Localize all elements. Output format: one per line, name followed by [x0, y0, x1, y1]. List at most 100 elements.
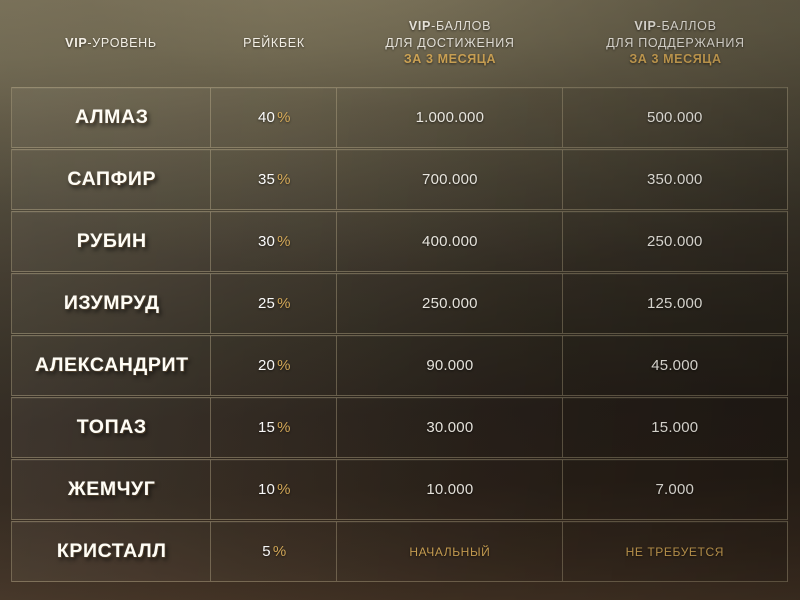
points-to-reach-value: 400.000 — [422, 233, 478, 250]
table-row[interactable]: САПФИР 35% 700.000 350.000 — [11, 149, 788, 210]
table-row[interactable]: ИЗУМРУД 25% 250.000 125.000 — [11, 273, 788, 334]
rakeback-value: 5% — [262, 543, 286, 560]
points-to-keep-value: 125.000 — [646, 295, 703, 312]
cell-points-to-keep: 250.000 — [561, 212, 787, 271]
rakeback-number: 25 — [258, 295, 276, 312]
tier-label: РУБИН — [76, 230, 147, 252]
column-header-points-keep-rest: -БАЛЛОВ — [656, 19, 717, 34]
cell-points-to-keep: 15.000 — [561, 398, 787, 457]
column-header-points-reach-bold: VIP — [408, 19, 432, 34]
percent-icon: % — [277, 419, 291, 436]
table-row[interactable]: КРИСТАЛЛ 5% НАЧАЛЬНЫЙ НЕ ТРЕБУЕТСЯ — [11, 521, 788, 582]
column-header-points-to-reach: VIP-БАЛЛОВ ДЛЯ ДОСТИЖЕНИЯ ЗА 3 МЕСЯЦА — [337, 18, 563, 68]
points-to-keep-value: 15.000 — [651, 419, 699, 436]
points-to-reach-value: 30.000 — [426, 419, 474, 436]
points-to-reach-value: 1.000.000 — [415, 109, 485, 126]
cell-rakeback: 40% — [210, 88, 337, 147]
cell-points-to-keep: 350.000 — [561, 150, 787, 209]
table-row[interactable]: ЖЕМЧУГ 10% 10.000 7.000 — [11, 459, 788, 520]
percent-icon: % — [277, 171, 291, 188]
rakeback-value: 30% — [258, 233, 291, 250]
cell-rakeback: 30% — [210, 212, 337, 271]
column-header-points-reach-period: ЗА 3 МЕСЯЦА — [403, 52, 497, 67]
rakeback-number: 10 — [258, 481, 276, 498]
points-to-keep-value: 500.000 — [646, 109, 703, 126]
cell-points-to-keep: 500.000 — [561, 88, 787, 147]
cell-points-to-keep: 45.000 — [561, 336, 787, 395]
points-to-reach-value: НАЧАЛЬНЫЙ — [409, 544, 491, 559]
tier-label: АЛЕКСАНДРИТ — [34, 354, 189, 376]
table-body: АЛМАЗ 40% 1.000.000 500.000 САПФИР 35% 700.000… — [11, 87, 788, 582]
rakeback-value: 20% — [258, 357, 291, 374]
cell-points-to-reach: 1.000.000 — [336, 88, 562, 147]
table-row[interactable]: АЛМАЗ 40% 1.000.000 500.000 — [11, 87, 788, 148]
points-to-keep-value: 250.000 — [646, 233, 703, 250]
cell-tier-name: ИЗУМРУД — [12, 274, 211, 333]
cell-tier-name: ЖЕМЧУГ — [12, 460, 211, 519]
rakeback-number: 35 — [258, 171, 276, 188]
percent-icon: % — [277, 109, 291, 126]
points-to-reach-value: 700.000 — [422, 171, 478, 188]
table-row[interactable]: АЛЕКСАНДРИТ 20% 90.000 45.000 — [11, 335, 788, 396]
percent-icon: % — [277, 295, 291, 312]
tier-label: САПФИР — [67, 168, 157, 190]
points-to-keep-value: НЕ ТРЕБУЕТСЯ — [625, 544, 724, 559]
cell-points-to-keep: 125.000 — [561, 274, 787, 333]
cell-points-to-reach: 30.000 — [336, 398, 562, 457]
column-header-points-reach-rest: -БАЛЛОВ — [431, 19, 492, 34]
column-header-rakeback: РЕЙКБЕК — [211, 35, 337, 52]
cell-tier-name: КРИСТАЛЛ — [12, 522, 211, 581]
cell-tier-name: ТОПАЗ — [12, 398, 211, 457]
cell-rakeback: 5% — [210, 522, 337, 581]
points-to-reach-value: 10.000 — [426, 481, 474, 498]
cell-points-to-reach: 400.000 — [336, 212, 562, 271]
points-to-keep-value: 45.000 — [651, 357, 699, 374]
rakeback-value: 10% — [258, 481, 291, 498]
percent-icon: % — [272, 543, 287, 560]
table-row[interactable]: ТОПАЗ 15% 30.000 15.000 — [11, 397, 788, 458]
column-header-points-keep-bold: VIP — [634, 19, 657, 34]
points-to-keep-value: 350.000 — [646, 171, 703, 188]
column-header-points-keep-period: ЗА 3 МЕСЯЦА — [629, 52, 722, 67]
table-header: VIP-УРОВЕНЬ РЕЙКБЕК VIP-БАЛЛОВ ДЛЯ ДОСТИ… — [11, 0, 788, 86]
column-header-vip-level-rest: -УРОВЕНЬ — [87, 35, 157, 50]
cell-rakeback: 15% — [210, 398, 337, 457]
cell-tier-name: РУБИН — [12, 212, 211, 271]
cell-tier-name: АЛМАЗ — [12, 88, 211, 147]
rakeback-number: 20 — [258, 357, 276, 374]
column-header-points-to-keep: VIP-БАЛЛОВ ДЛЯ ПОДДЕРЖАНИЯ ЗА 3 МЕСЯЦА — [563, 18, 788, 68]
tier-label: КРИСТАЛЛ — [56, 540, 167, 562]
rakeback-number: 5 — [262, 543, 271, 560]
cell-points-to-reach: 250.000 — [336, 274, 562, 333]
column-header-rakeback-rest: РЕЙКБЕК — [243, 35, 305, 50]
cell-points-to-keep: 7.000 — [561, 460, 787, 519]
column-header-vip-level: VIP-УРОВЕНЬ — [11, 35, 211, 52]
tier-label: ТОПАЗ — [76, 416, 147, 438]
cell-points-to-reach: 90.000 — [336, 336, 562, 395]
cell-rakeback: 25% — [210, 274, 337, 333]
points-to-reach-value: 250.000 — [422, 295, 478, 312]
percent-icon: % — [277, 233, 291, 250]
percent-icon: % — [277, 481, 291, 498]
table-row[interactable]: РУБИН 30% 400.000 250.000 — [11, 211, 788, 272]
cell-rakeback: 20% — [210, 336, 337, 395]
column-header-vip-level-bold: VIP — [65, 35, 88, 50]
rakeback-number: 30 — [258, 233, 276, 250]
rakeback-number: 15 — [258, 419, 276, 436]
cell-points-to-reach: НАЧАЛЬНЫЙ — [336, 522, 562, 581]
cell-rakeback: 10% — [210, 460, 337, 519]
cell-points-to-reach: 700.000 — [336, 150, 562, 209]
cell-points-to-keep: НЕ ТРЕБУЕТСЯ — [561, 522, 787, 581]
points-to-keep-value: 7.000 — [655, 481, 695, 498]
tier-label: АЛМАЗ — [74, 106, 149, 128]
cell-points-to-reach: 10.000 — [336, 460, 562, 519]
percent-icon: % — [277, 357, 291, 374]
rakeback-value: 15% — [258, 419, 291, 436]
cell-tier-name: АЛЕКСАНДРИТ — [12, 336, 211, 395]
rakeback-value: 40% — [258, 109, 291, 126]
rakeback-value: 35% — [258, 171, 291, 188]
rakeback-number: 40 — [258, 109, 276, 126]
cell-tier-name: САПФИР — [12, 150, 211, 209]
tier-label: ЖЕМЧУГ — [68, 478, 156, 500]
